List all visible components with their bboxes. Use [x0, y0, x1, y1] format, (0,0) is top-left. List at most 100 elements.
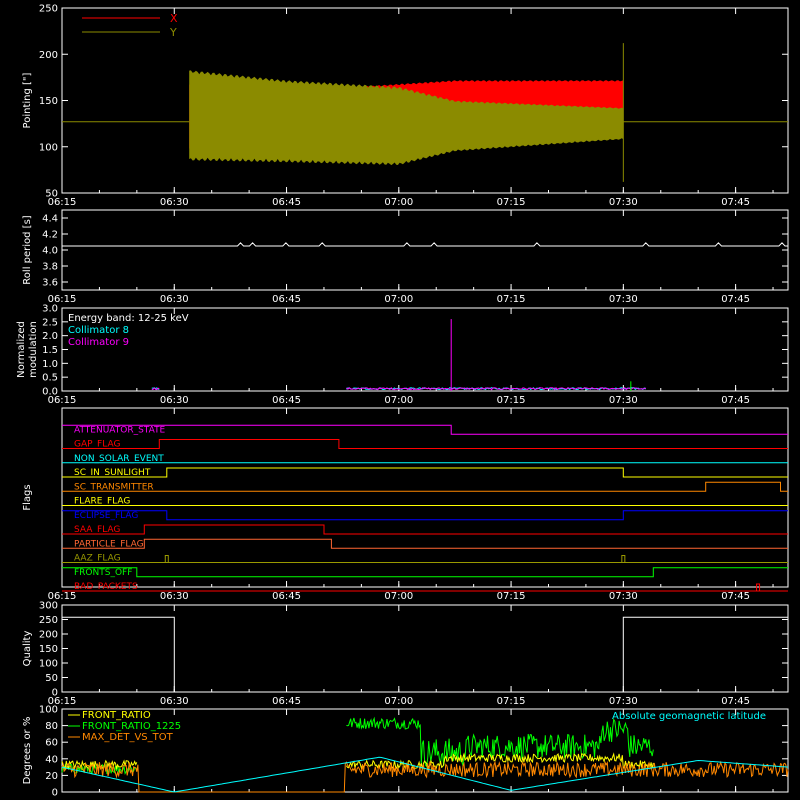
- x-tick-label: 06:15: [48, 591, 77, 602]
- flag-pulse: [164, 555, 169, 563]
- flags-ylabel: Flags: [22, 484, 33, 510]
- x-tick-label: 07:45: [721, 294, 750, 305]
- flag-line: [62, 439, 788, 449]
- modulation-trace: [346, 387, 647, 391]
- x-tick-label: 07:30: [609, 294, 638, 305]
- flag-label: GAP_FLAG: [74, 440, 120, 450]
- x-tick-label: 06:30: [160, 197, 189, 208]
- x-tick-label: 07:15: [497, 197, 526, 208]
- legend-x-label: X: [170, 12, 178, 25]
- x-tick-label: 07:15: [497, 696, 526, 707]
- flag-pulse: [621, 555, 626, 563]
- roll-period-panel: Roll period [s] 06:15 06:30 06:45 07:00 07:15…: [22, 209, 789, 305]
- y-tick-label: 40: [45, 754, 58, 765]
- x-tick-label: 07:00: [384, 294, 413, 305]
- quality-line: [62, 616, 788, 693]
- roll-period-line: [62, 242, 788, 247]
- y-tick-label: 3.0: [42, 304, 58, 315]
- x-tick-label: 06:45: [272, 197, 301, 208]
- y-tick-label: 250: [39, 615, 58, 626]
- x-tick-label: 07:15: [497, 294, 526, 305]
- y-tick-label: 4.2: [42, 230, 58, 241]
- y-tick-label: 150: [39, 96, 58, 107]
- x-tick-label: 07:30: [609, 591, 638, 602]
- flags-panel: Flags 06:15 06:30 06:45 07:00 07:15 07:30 07:45…: [22, 407, 789, 602]
- flag-label: PARTICLE_FLAG: [74, 539, 144, 549]
- legend-front-ratio: FRONT_RATIO: [82, 710, 151, 721]
- x-tick-label: 07:45: [721, 197, 750, 208]
- x-tick-label: 06:15: [48, 395, 77, 406]
- y-tick-label: 4.4: [42, 214, 58, 225]
- x-tick-label: 07:45: [721, 696, 750, 707]
- y-tick-label: 300: [39, 601, 58, 612]
- flag-line: [62, 567, 788, 578]
- x-tick-label: 06:30: [160, 395, 189, 406]
- ratio-ylabel: Degrees or %: [22, 717, 33, 785]
- x-tick-label: 07:00: [384, 197, 413, 208]
- y-tick-label: 1.0: [42, 359, 58, 370]
- flag-label: FLARE_FLAG: [74, 497, 130, 507]
- y-tick-label: 0: [52, 688, 58, 699]
- y-tick-label: 80: [45, 721, 58, 732]
- y-axis-label: Degrees or %: [22, 717, 33, 785]
- x-tick-label: 07:45: [721, 395, 750, 406]
- y-axis-label: Roll period [s]: [22, 215, 33, 284]
- x-tick-label: 06:45: [272, 395, 301, 406]
- front-ratio-1225-trace: [346, 716, 654, 768]
- flag-pulse: [756, 583, 761, 591]
- flag-label: ECLIPSE_FLAG: [74, 511, 138, 521]
- flag-line: [62, 424, 788, 435]
- panel-frame: [61, 209, 789, 291]
- legend-collimator-8: Collimator 8: [68, 325, 129, 336]
- ratio-panel: Degrees or % FRONT_RATIO FRONT_RATIO_122…: [22, 705, 789, 799]
- x-tick-label: 06:15: [48, 197, 77, 208]
- flag-label: SC_TRANSMITTER: [74, 482, 154, 492]
- y-axis-label: Flags: [22, 484, 33, 510]
- modulation-trace: [151, 387, 160, 391]
- latitude-annotation: Absolute geomagnetic latitude: [612, 711, 766, 722]
- pointing-ylabel: Pointing ["]: [22, 72, 33, 128]
- panel-frame: [61, 708, 789, 793]
- series-y-band: [189, 70, 624, 166]
- x-tick-label: 07:00: [384, 591, 413, 602]
- x-tick-label: 06:30: [160, 294, 189, 305]
- y-tick-label: 3.6: [42, 278, 58, 289]
- x-tick-label: 07:30: [609, 395, 638, 406]
- pointing-panel: Pointing ["] X Y 06:15 06:30 06:45 07:00 07:…: [22, 4, 789, 208]
- y-tick-label: 50: [45, 189, 58, 200]
- y-tick-label: 2.5: [42, 317, 58, 328]
- x-tick-label: 07:00: [384, 696, 413, 707]
- legend-y-label: Y: [169, 26, 177, 39]
- y-tick-label: 2.0: [42, 331, 58, 342]
- y-tick-label: 150: [39, 644, 58, 655]
- y-tick-label: 0.0: [42, 387, 58, 398]
- x-tick-label: 06:45: [272, 696, 301, 707]
- x-tick-label: 07:30: [609, 197, 638, 208]
- panel-frame: [61, 407, 789, 588]
- flag-label: BAD_PACKETS: [74, 582, 138, 592]
- roll-period-ylabel: Roll period [s]: [22, 215, 33, 284]
- quality-panel: Quality 06:15 06:30 06:45 07:00 07:15 07:30 07:…: [22, 601, 789, 707]
- legend-collimator-9: Collimator 9: [68, 337, 129, 348]
- flag-label: NON_SOLAR_EVENT: [74, 454, 164, 464]
- y-tick-label: 50: [45, 673, 58, 684]
- y-tick-label: 200: [39, 630, 58, 641]
- legend-front-ratio-1225: FRONT_RATIO_1225: [82, 721, 181, 732]
- y-tick-label: 60: [45, 738, 58, 749]
- x-tick-label: 07:00: [384, 395, 413, 406]
- x-tick-label: 06:15: [48, 294, 77, 305]
- flag-line: [62, 538, 788, 549]
- y-tick-label: 4.0: [42, 246, 58, 257]
- front-ratio-trace: [345, 752, 654, 771]
- y-tick-label: 100: [39, 659, 58, 670]
- flag-label: FRONTS_OFF: [74, 568, 132, 578]
- y-tick-label: 100: [39, 142, 58, 153]
- x-tick-label: 06:30: [160, 696, 189, 707]
- x-tick-label: 07:45: [721, 591, 750, 602]
- modulation-ylabel: Normalized modulation: [16, 321, 39, 378]
- energy-band-annotation: Energy band: 12-25 keV: [68, 313, 189, 324]
- flag-line: [62, 510, 788, 521]
- y-tick-label: 250: [39, 4, 58, 15]
- y-tick-label: 20: [45, 771, 58, 782]
